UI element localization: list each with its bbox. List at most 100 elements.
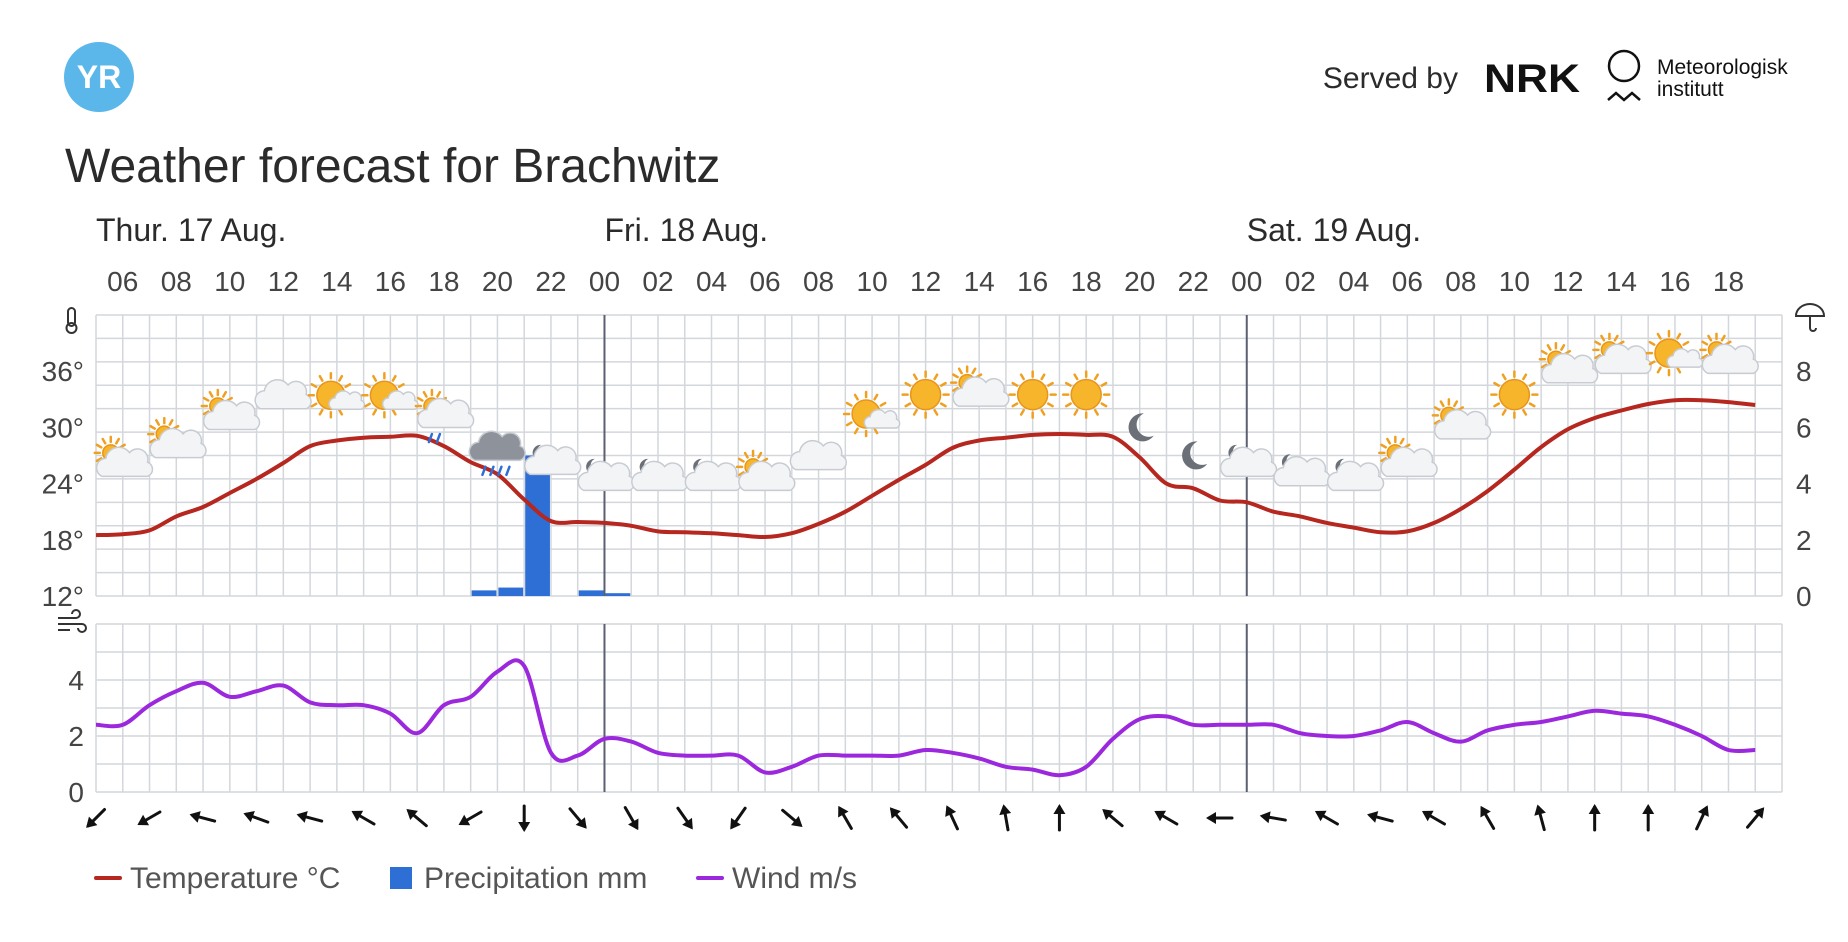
wind-axis-labels: 0 2 4: [68, 665, 84, 808]
sun-ray: [1100, 381, 1108, 387]
precipitation-tick-label: 6: [1796, 412, 1812, 443]
rain-drop: [497, 465, 503, 477]
wind-arrow-head: [1421, 810, 1434, 822]
wind-arrow-head: [791, 815, 803, 827]
partly-cloudy-day-icon: [1538, 341, 1599, 384]
hour-tick-label: 12: [268, 266, 299, 297]
day-labels: Thur. 17 Aug. Fri. 18 Aug. Sat. 19 Aug.: [96, 212, 1421, 248]
sun-ray: [1528, 402, 1536, 408]
precipitation-bar: [498, 587, 524, 596]
precipitation-tick-label: 2: [1796, 525, 1812, 556]
wind-arrow-icon: [781, 808, 803, 827]
sun-disc: [1016, 378, 1049, 411]
sun-ray: [155, 419, 161, 426]
sun-ray: [1648, 340, 1656, 346]
sun-ray: [957, 367, 963, 375]
precipitation-axis-labels: 0 2 4 6 8: [1796, 356, 1812, 612]
nrk-logo[interactable]: NRK: [1484, 57, 1580, 101]
sun-icon: [1008, 370, 1057, 419]
wind-arrow-head: [730, 817, 741, 830]
partly-cloudy-night-icon: [1273, 454, 1331, 487]
partly-cloudy-day-icon: [735, 449, 796, 492]
wind-arrow-icon: [1746, 807, 1765, 829]
cloud-icon: [254, 379, 312, 410]
sun-ray: [1073, 373, 1079, 381]
wind-arrow-icon: [568, 807, 587, 829]
hour-tick-label: 18: [1713, 266, 1744, 297]
sun-ray: [1380, 457, 1388, 463]
wind-arrow-icon: [1642, 804, 1655, 832]
cloud-shape: [381, 390, 419, 411]
wind-arrow-head: [458, 814, 471, 826]
sun-icon: [1061, 370, 1111, 419]
sun-ray: [904, 402, 912, 408]
partly-cloudy-night-icon: [1219, 444, 1278, 478]
sun-ray: [95, 443, 103, 449]
hour-tick-label: 06: [1392, 266, 1423, 297]
sun-icon: [1490, 370, 1539, 419]
sun-ray: [1594, 340, 1602, 346]
wind-arrow-icon: [1695, 805, 1709, 831]
temperature-axis-labels: 12° 18° 24° 30° 36°: [42, 356, 84, 612]
sun-ray: [1047, 402, 1054, 408]
cloud-shape: [254, 379, 312, 410]
sun-ray: [372, 374, 378, 382]
wind-arrow-head: [296, 811, 308, 823]
sun-disc: [1070, 378, 1102, 411]
hour-tick-label: 10: [214, 266, 245, 297]
cloud-shape: [1219, 446, 1278, 478]
legend-label: Wind m/s: [732, 862, 857, 895]
wind-axis-icon: [58, 609, 87, 633]
wind-series: [95, 658, 1756, 778]
wind-arrow-icon: [1367, 811, 1394, 823]
sun-ray: [845, 401, 853, 407]
sun-disc: [909, 378, 942, 411]
sun-ray: [1656, 366, 1662, 374]
sun-ray: [436, 390, 442, 398]
precipitation-bar: [578, 590, 604, 596]
sun-ray: [1100, 402, 1108, 408]
sun-ray: [737, 457, 745, 463]
cloud-shape: [1666, 348, 1704, 368]
rain-showers-day-icon: [414, 388, 475, 444]
wind-arrow-head: [518, 822, 531, 832]
sun-ray: [1720, 334, 1726, 342]
hour-tick-label: 06: [749, 266, 780, 297]
hour-tick-label: 14: [1606, 266, 1637, 297]
sun-ray: [845, 421, 853, 427]
fair-day-icon: [1645, 329, 1704, 377]
rain-drop: [534, 479, 541, 491]
sun-ray: [1501, 373, 1507, 381]
sun-disc: [1498, 378, 1531, 411]
rain-drop: [505, 465, 511, 477]
wind-arrow-head: [1154, 810, 1167, 822]
yr-logo[interactable]: YR: [64, 42, 134, 112]
hour-tick-label: 18: [1071, 266, 1102, 297]
sun-ray: [1380, 443, 1388, 449]
moon-icon: [1182, 441, 1208, 470]
sun-ray: [1613, 334, 1619, 342]
wind-arrow-head: [1259, 811, 1271, 824]
wind-arrow-head: [999, 804, 1012, 816]
hour-tick-label: 16: [1017, 266, 1048, 297]
wind-arrow-icon: [189, 811, 217, 823]
temperature-tick-label: 36°: [42, 356, 84, 387]
light-rain-night-icon: [524, 444, 582, 491]
rain-drop: [481, 465, 487, 477]
sun-ray: [1701, 340, 1709, 346]
met-logo[interactable]: Meteorologisk institutt: [1607, 49, 1788, 102]
wind-arrow-head: [838, 805, 849, 818]
hour-tick-label: 08: [161, 266, 192, 297]
partly-cloudy-night-icon: [684, 458, 742, 492]
sun-ray: [95, 457, 103, 463]
wind-arrow-head: [1480, 805, 1491, 818]
weather-symbols: [93, 329, 1759, 492]
cloud-shape: [1380, 446, 1438, 478]
sun-ray: [397, 383, 405, 389]
hour-tick-label: 20: [1124, 266, 1155, 297]
partly-cloudy-night-icon: [577, 458, 635, 492]
cloud-shape: [95, 446, 154, 478]
cloud-shape: [468, 430, 526, 462]
day-label: Fri. 18 Aug.: [604, 212, 768, 248]
